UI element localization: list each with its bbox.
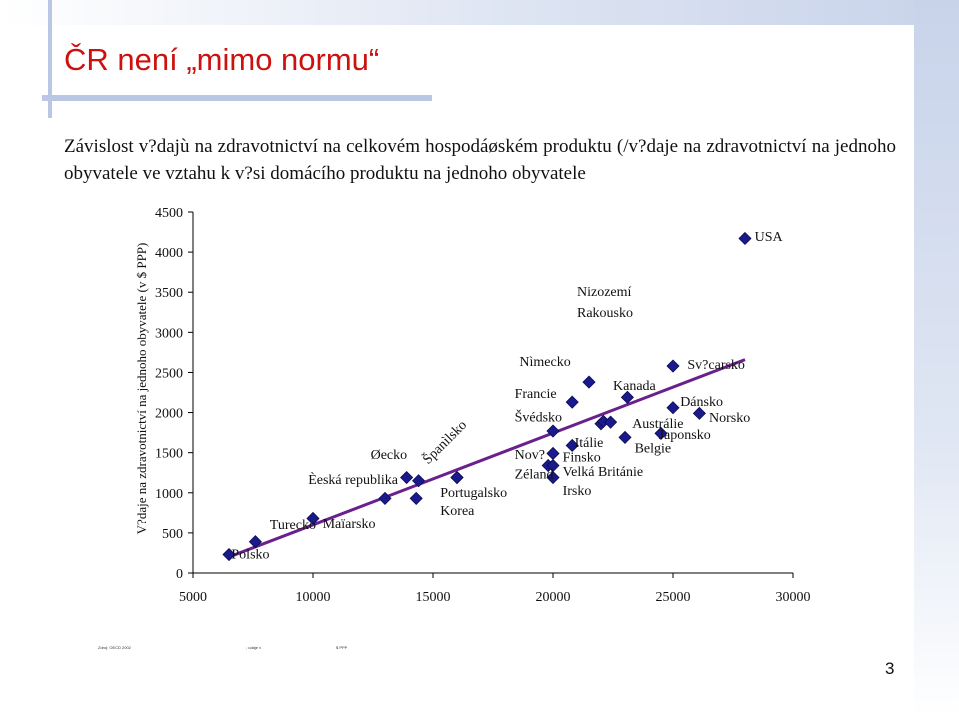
point-label: Maïarsko: [323, 517, 376, 532]
data-point: [604, 415, 618, 429]
point-label: Polsko: [231, 548, 269, 563]
point-label: Korea: [440, 504, 475, 519]
point-label: Turecko: [270, 518, 316, 533]
point-label: Dánsko: [680, 395, 723, 410]
data-point: [248, 535, 262, 549]
page-number: 3: [885, 659, 895, 678]
x-tick-label: 25000: [656, 590, 691, 605]
y-tick-label: 3000: [155, 326, 183, 341]
point-label: Nizozemí: [577, 285, 632, 300]
slide-title: ČR není „mimo normu“: [64, 42, 380, 77]
point-label: Austrálie: [632, 417, 683, 432]
point-label: Zéland: [515, 467, 554, 482]
y-tick-label: 4000: [155, 246, 183, 261]
source-note: Zdroj: OECD 2002: [98, 645, 131, 650]
data-point: [450, 470, 464, 485]
x-tick-label: 15000: [416, 590, 451, 605]
data-point: [546, 446, 560, 461]
left-decor-rule: [48, 0, 52, 118]
chart-axes: 0 500 1000 1500 2000 2500 3000 3500 4000 4500 5000…: [155, 206, 811, 605]
y-tick-label: 1000: [155, 487, 183, 502]
y-tick-label: 1500: [155, 447, 183, 462]
data-point: [620, 390, 634, 404]
point-label: Francie: [515, 387, 557, 402]
y-tick-label: 2500: [155, 366, 183, 381]
slide-intro-text: Závislost v?dajù na zdravotnictví na cel…: [64, 136, 896, 184]
y-tick-label: 500: [162, 527, 183, 542]
y-tick-label: 4500: [155, 206, 183, 221]
trendline: [228, 358, 746, 559]
data-point: [546, 424, 560, 438]
point-label: Sv?carsko: [687, 358, 745, 373]
y-tick-label: 0: [176, 567, 183, 582]
data-point: [400, 470, 414, 485]
point-label: Nov?: [515, 448, 545, 463]
data-point: [692, 406, 706, 420]
y-tick-label: 2000: [155, 407, 183, 422]
data-point: [412, 474, 426, 488]
trendline-group: [228, 358, 746, 559]
point-label: Irsko: [563, 484, 592, 499]
point-label: Itálie: [575, 436, 604, 451]
point-label: Èeská republika: [308, 471, 399, 488]
data-point: [306, 511, 320, 526]
top-decor-bar: [0, 0, 959, 25]
scatter-chart: 0 500 1000 1500 2000 2500 3000 3500 4000 4500 5000…: [134, 206, 811, 605]
point-label: Øecko: [371, 448, 408, 463]
x-tick-label: 5000: [179, 590, 207, 605]
point-label: Japonsko: [659, 428, 711, 443]
data-point: [565, 395, 579, 409]
y-tick-label: 3500: [155, 286, 183, 301]
title-underline: [42, 95, 432, 101]
data-point: [409, 491, 423, 505]
point-label: Španìlsko: [419, 416, 470, 467]
data-point: [618, 430, 632, 444]
right-decor-bar: [914, 0, 959, 718]
y-axis-label: V?daje na zdravotnictví na jednoho obyva…: [134, 243, 149, 535]
data-point: [654, 426, 668, 440]
point-label: Belgie: [635, 442, 672, 457]
point-label: Velká Británie: [563, 465, 643, 480]
currency-note: $ PPP: [336, 645, 348, 650]
x-tick-label: 30000: [776, 590, 811, 605]
unit-note: ; údaje v: [246, 645, 262, 650]
x-tick-label: 20000: [536, 590, 571, 605]
point-label: Nìmecko: [519, 355, 570, 370]
data-point: [738, 231, 752, 246]
data-point: [546, 470, 560, 485]
data-point: [222, 547, 236, 562]
point-label: Kanada: [613, 379, 657, 394]
point-label: Finsko: [563, 450, 601, 465]
point-label: Norsko: [709, 411, 750, 426]
point-label: Švédsko: [515, 408, 562, 425]
x-tick-label: 10000: [296, 590, 331, 605]
point-label: Portugalsko: [440, 486, 507, 501]
point-label: Rakousko: [577, 306, 633, 321]
point-label: USA: [755, 230, 784, 245]
data-point: [565, 438, 579, 453]
data-point: [378, 491, 392, 505]
data-point: [666, 401, 680, 415]
data-point: [666, 359, 680, 373]
data-point: [582, 375, 596, 389]
data-points: [222, 231, 752, 562]
